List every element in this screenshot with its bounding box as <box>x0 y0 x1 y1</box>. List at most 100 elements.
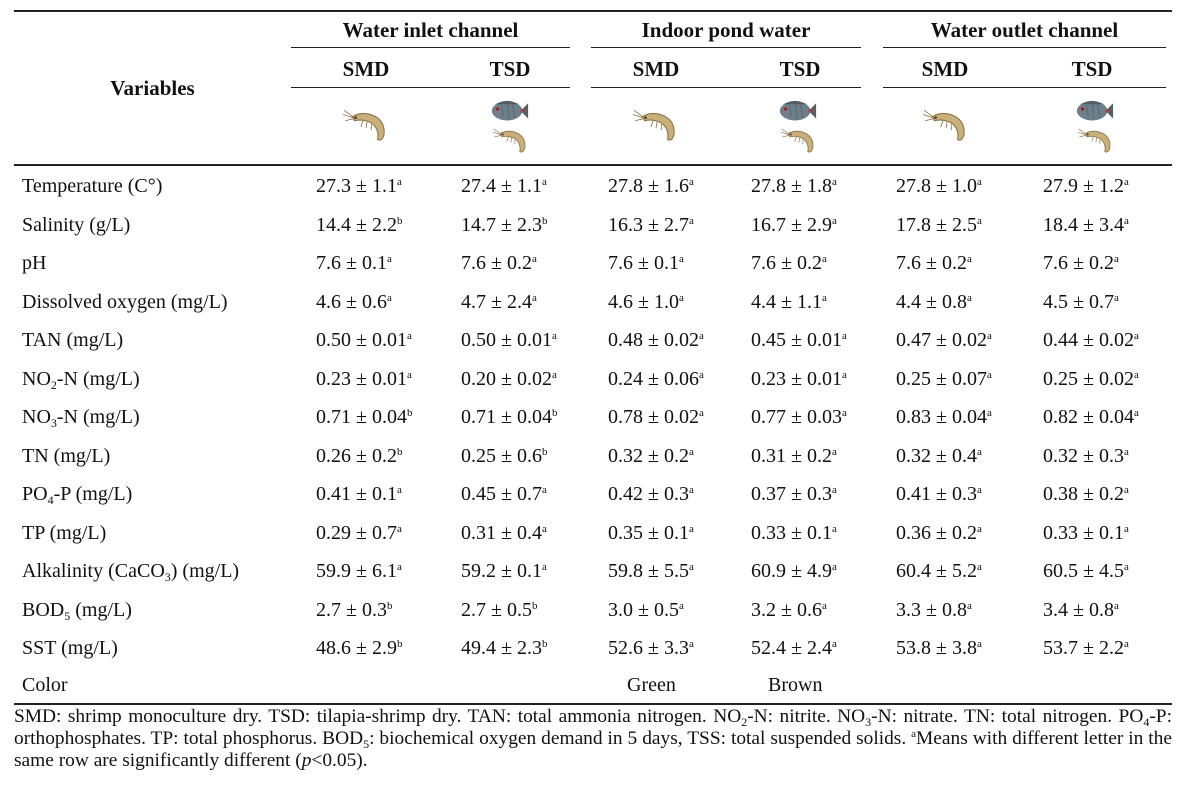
table-cell: 59.8 ± 5.5a <box>608 560 694 582</box>
sub-rule-inlet <box>291 87 570 88</box>
variables-header: Variables <box>110 76 195 100</box>
tilapia-fish-icon <box>779 100 817 121</box>
row-label: TAN (mg/L) <box>22 329 124 351</box>
table-cell: 0.31 ± 0.2a <box>751 444 837 467</box>
group-header-inlet: Water inlet channel <box>342 18 519 42</box>
shrimp-icon <box>922 109 965 141</box>
table-cell: 0.83 ± 0.04a <box>896 406 992 428</box>
table-cell: 0.25 ± 0.07a <box>896 367 992 390</box>
table-cell: 0.45 ± 0.7a <box>461 483 547 505</box>
table-cell: 7.6 ± 0.2a <box>896 252 972 274</box>
table-cell: 49.4 ± 2.3b <box>461 637 548 659</box>
table-cell: 0.50 ± 0.01a <box>461 329 557 351</box>
top-rule <box>14 10 1172 12</box>
row-label: SST (mg/L) <box>22 637 118 659</box>
table-cell: 14.7 ± 2.3b <box>461 213 548 236</box>
shrimp-icon <box>1077 128 1111 153</box>
table-cell: 7.6 ± 0.2a <box>1043 252 1119 274</box>
sub-header-smd: SMD <box>632 57 680 81</box>
table-cell: 0.44 ± 0.02a <box>1043 329 1139 351</box>
table-cell: 0.82 ± 0.04a <box>1043 406 1139 428</box>
table-cell: 0.24 ± 0.06a <box>608 367 704 390</box>
table-cell: 0.31 ± 0.4a <box>461 521 547 544</box>
table-cell: 0.78 ± 0.02a <box>608 406 704 428</box>
table-cell: 3.4 ± 0.8a <box>1043 598 1119 621</box>
table-cell: 0.42 ± 0.3a <box>608 483 694 505</box>
row-label: NO2-N (mg/L) <box>22 367 140 392</box>
table-cell: 52.6 ± 3.3a <box>608 637 694 659</box>
tilapia-fish-icon <box>491 100 529 121</box>
table-cell: 0.29 ± 0.7a <box>316 521 402 544</box>
table-cell: 14.4 ± 2.2b <box>316 213 403 236</box>
table-cell: 4.7 ± 2.4a <box>461 290 537 313</box>
table-cell: 0.20 ± 0.02a <box>461 367 557 390</box>
table-cell: 2.7 ± 0.3b <box>316 598 393 621</box>
table-cell: 0.32 ± 0.3a <box>1043 444 1129 467</box>
table-cell: 7.6 ± 0.2a <box>751 252 827 274</box>
table-cell: 60.4 ± 5.2a <box>896 560 982 582</box>
table-cell: 60.9 ± 4.9a <box>751 560 837 582</box>
row-label: Alkalinity (CaCO3) (mg/L) <box>22 560 240 584</box>
table-cell: 4.4 ± 1.1a <box>751 290 827 313</box>
shrimp-icon <box>632 109 675 141</box>
table-cell: 27.8 ± 1.6a <box>608 175 694 197</box>
table-cell: 27.4 ± 1.1a <box>461 175 547 197</box>
table-cell: 0.71 ± 0.04b <box>316 406 413 428</box>
table-cell: 59.9 ± 6.1a <box>316 560 402 582</box>
table-cell: 0.48 ± 0.02a <box>608 329 704 351</box>
group-rule-pond <box>591 47 861 48</box>
table-cell: 60.5 ± 4.5a <box>1043 560 1129 582</box>
table-cell: 4.4 ± 0.8a <box>896 290 972 313</box>
shrimp-icon <box>492 128 526 153</box>
table-cell: 53.7 ± 2.2a <box>1043 637 1129 659</box>
table-cell: 0.33 ± 0.1a <box>1043 521 1129 544</box>
table-cell: 0.41 ± 0.1a <box>316 483 402 505</box>
color-value-pond-smd: Green <box>627 674 676 696</box>
row-label: NO3-N (mg/L) <box>22 406 140 430</box>
row-label: Salinity (g/L) <box>22 213 131 236</box>
table-cell: 0.26 ± 0.2b <box>316 444 403 467</box>
shrimp-icon <box>780 128 814 153</box>
table-cell: 27.9 ± 1.2a <box>1043 175 1129 197</box>
table-cell: 7.6 ± 0.2a <box>461 252 537 274</box>
row-label: Dissolved oxygen (mg/L) <box>22 290 228 313</box>
table-cell: 0.32 ± 0.2a <box>608 444 694 467</box>
table-cell: 16.7 ± 2.9a <box>751 213 837 236</box>
table-cell: 27.3 ± 1.1a <box>316 175 402 197</box>
color-row-label: Color <box>22 674 68 696</box>
table-cell: 0.33 ± 0.1a <box>751 521 837 544</box>
table-bottom-rule <box>14 703 1172 705</box>
group-rule-inlet <box>291 47 570 48</box>
table-cell: 0.36 ± 0.2a <box>896 521 982 544</box>
sub-header-tsd: TSD <box>489 57 531 81</box>
table-footnote: SMD: shrimp monoculture dry. TSD: tilapi… <box>14 706 1172 771</box>
table-cell: 16.3 ± 2.7a <box>608 213 694 236</box>
table-cell: 59.2 ± 0.1a <box>461 560 547 582</box>
table-cell: 0.38 ± 0.2a <box>1043 483 1129 505</box>
table-cell: 27.8 ± 1.0a <box>896 175 982 197</box>
row-label: TP (mg/L) <box>22 521 107 544</box>
header-bottom-rule <box>14 164 1172 166</box>
table-cell: 4.6 ± 1.0a <box>608 290 684 313</box>
table-cell: 0.77 ± 0.03a <box>751 406 847 428</box>
row-label: pH <box>22 252 47 274</box>
table-cell: 0.37 ± 0.3a <box>751 483 837 505</box>
sub-header-tsd: TSD <box>779 57 821 81</box>
sub-header-tsd: TSD <box>1071 57 1113 81</box>
table-cell: 18.4 ± 3.4a <box>1043 213 1129 236</box>
table-cell: 0.32 ± 0.4a <box>896 444 982 467</box>
sub-rule-pond <box>591 87 861 88</box>
table-cell: 0.23 ± 0.01a <box>316 367 412 390</box>
table-cell: 0.25 ± 0.6b <box>461 444 548 467</box>
table-cell: 0.47 ± 0.02a <box>896 329 992 351</box>
table-cell: 2.7 ± 0.5b <box>461 598 538 621</box>
group-rule-outlet <box>883 47 1166 48</box>
sub-rule-outlet <box>883 87 1166 88</box>
group-header-pond: Indoor pond water <box>641 18 811 42</box>
table-cell: 0.50 ± 0.01a <box>316 329 412 351</box>
row-label: TN (mg/L) <box>22 444 111 467</box>
table-cell: 0.25 ± 0.02a <box>1043 367 1139 390</box>
sub-header-smd: SMD <box>921 57 969 81</box>
shrimp-icon <box>342 109 385 141</box>
table-cell: 7.6 ± 0.1a <box>316 252 392 274</box>
